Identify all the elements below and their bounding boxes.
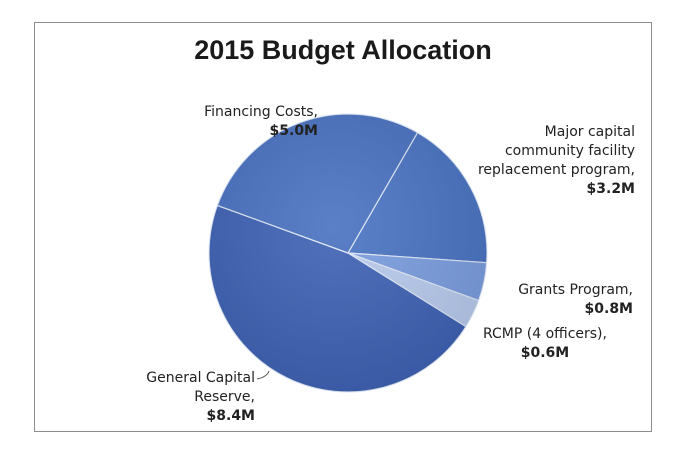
slice-name: Grants Program, <box>518 282 633 298</box>
slice-value: $0.8M <box>584 301 633 317</box>
slice-value: $5.0M <box>269 123 318 139</box>
slice-label-general-capital-reserve: General Capital Reserve, $8.4M <box>135 369 255 426</box>
pie-chart <box>208 113 488 393</box>
slice-value: $3.2M <box>586 181 635 197</box>
slice-name: General Capital Reserve, <box>146 370 255 405</box>
slice-name: Major capital community facility replace… <box>477 124 635 178</box>
slice-label-grants-program: Grants Program, $0.8M <box>483 281 633 319</box>
chart-frame: 2015 Budget Allocation Financing Costs, … <box>34 22 652 432</box>
chart-title: 2015 Budget Allocation <box>194 35 492 65</box>
slice-name: RCMP (4 officers), <box>483 326 607 342</box>
leader-line-general <box>256 370 270 380</box>
slice-value: $0.6M <box>520 345 570 361</box>
slice-value: $8.4M <box>206 408 255 424</box>
pie-slices <box>208 113 488 393</box>
slice-label-rcmp: RCMP (4 officers), $0.6M <box>455 325 635 363</box>
slice-name: Financing Costs, <box>204 104 318 120</box>
slice-label-major-capital: Major capital community facility replace… <box>475 123 635 199</box>
slice-label-financing-costs: Financing Costs, $5.0M <box>198 103 318 141</box>
